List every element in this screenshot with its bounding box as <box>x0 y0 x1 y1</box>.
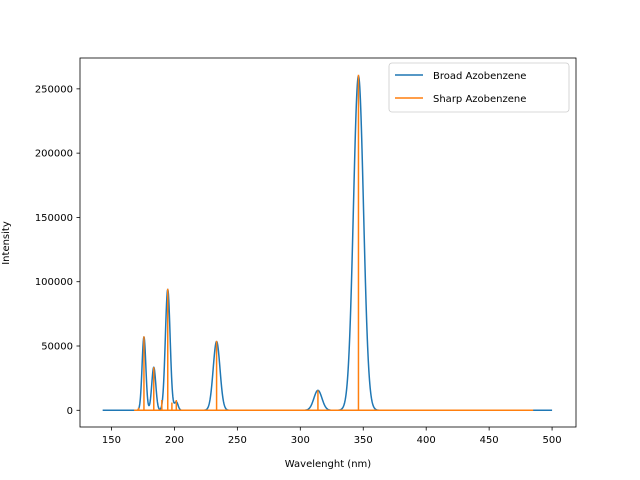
x-tick-label: 400 <box>417 435 436 446</box>
x-tick-label: 500 <box>543 435 562 446</box>
y-tick-label: 200000 <box>35 149 73 160</box>
plot-frame <box>79 57 577 428</box>
legend-box <box>388 62 570 113</box>
legend-label-broad: Broad Azobenzene <box>433 71 526 82</box>
y-tick-label: 50000 <box>41 342 73 353</box>
plot-lines <box>102 74 553 412</box>
y-tick-label: 0 <box>67 406 73 417</box>
y-axis-label: Intensity <box>1 221 12 265</box>
y-axis-ticks: 0 50000 100000 150000 200000 250000 <box>35 84 80 417</box>
x-tick-label: 250 <box>228 435 247 446</box>
x-axis-label: Wavelenght (nm) <box>285 459 371 470</box>
x-tick-label: 200 <box>165 435 184 446</box>
x-tick-label: 350 <box>354 435 373 446</box>
x-tick-label: 150 <box>102 435 121 446</box>
y-tick-label: 100000 <box>35 277 73 288</box>
y-tick-label: 250000 <box>35 84 73 95</box>
legend: Broad Azobenzene Sharp Azobenzene <box>388 62 570 113</box>
x-axis-ticks: 150 200 250 300 350 400 450 500 <box>102 427 562 446</box>
y-tick-label: 150000 <box>35 213 73 224</box>
x-tick-label: 450 <box>480 435 499 446</box>
x-tick-label: 300 <box>291 435 310 446</box>
legend-label-sharp: Sharp Azobenzene <box>433 94 526 105</box>
